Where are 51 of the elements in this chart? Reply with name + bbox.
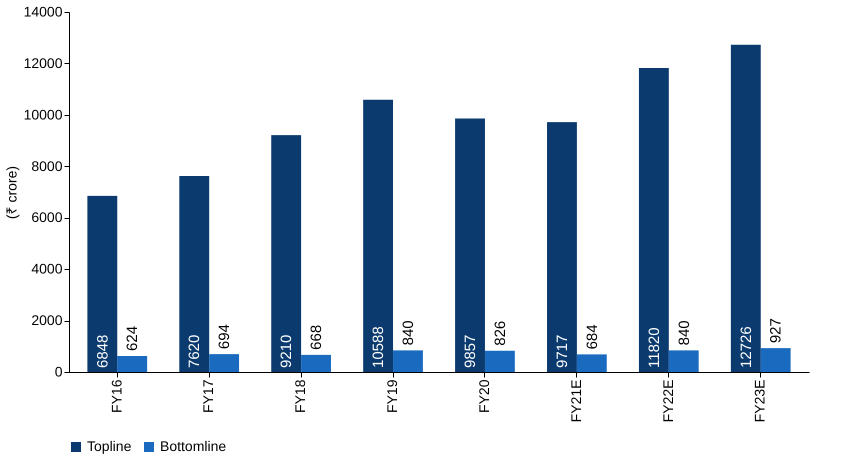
y-tick-label: 8000 (31, 158, 63, 174)
bar (271, 135, 302, 372)
x-tick-label: FY23E (752, 380, 768, 422)
data-label: 11820 (646, 327, 663, 368)
x-tick-label: FY18 (292, 379, 308, 413)
legend-label: Topline (87, 438, 132, 454)
bar (363, 100, 394, 372)
data-label: 9210 (278, 334, 296, 368)
data-label: 840 (400, 320, 417, 346)
y-tick-label: 6000 (31, 209, 63, 226)
data-label: 840 (676, 320, 693, 346)
x-tick-label: FY21E (568, 380, 584, 422)
x-tick-label: FY19 (384, 379, 400, 413)
y-tick-label: 10000 (24, 106, 63, 122)
data-label: 12726 (738, 326, 755, 368)
y-tick-label: 2000 (31, 312, 63, 328)
data-label: 684 (584, 324, 601, 350)
bar (179, 176, 210, 372)
bar (547, 122, 577, 372)
data-label: 927 (768, 318, 785, 344)
legend-label: Bottomline (160, 438, 226, 454)
x-tick-label: FY20 (476, 379, 492, 413)
bar (209, 354, 240, 372)
bar (576, 354, 607, 372)
data-label: 9717 (554, 334, 571, 368)
bar (455, 118, 485, 372)
x-tick-label: FY16 (108, 379, 124, 413)
bar (668, 350, 699, 372)
y-tick-label: 12000 (24, 54, 63, 71)
data-label: 694 (216, 324, 234, 350)
bar (484, 350, 515, 372)
bar (393, 350, 423, 372)
data-label: 10588 (370, 326, 388, 368)
y-tick-label: 14000 (24, 4, 63, 20)
x-tick-label: FY22E (660, 380, 676, 422)
data-label: 9857 (462, 334, 480, 368)
data-label: 826 (492, 320, 509, 346)
bar (117, 356, 148, 372)
y-tick-label: 4000 (31, 260, 63, 277)
bar (301, 354, 331, 372)
data-label: 7620 (186, 334, 204, 368)
bar (638, 68, 669, 372)
x-tick-label: FY17 (200, 379, 216, 413)
data-label: 6848 (94, 334, 112, 368)
y-tick-label: 0 (54, 364, 63, 380)
bar (87, 196, 118, 372)
y-axis-title: (₹ crore) (4, 166, 20, 220)
data-label: 624 (124, 326, 142, 351)
bar (730, 44, 761, 372)
bar (760, 348, 791, 372)
data-label: 668 (308, 324, 326, 350)
